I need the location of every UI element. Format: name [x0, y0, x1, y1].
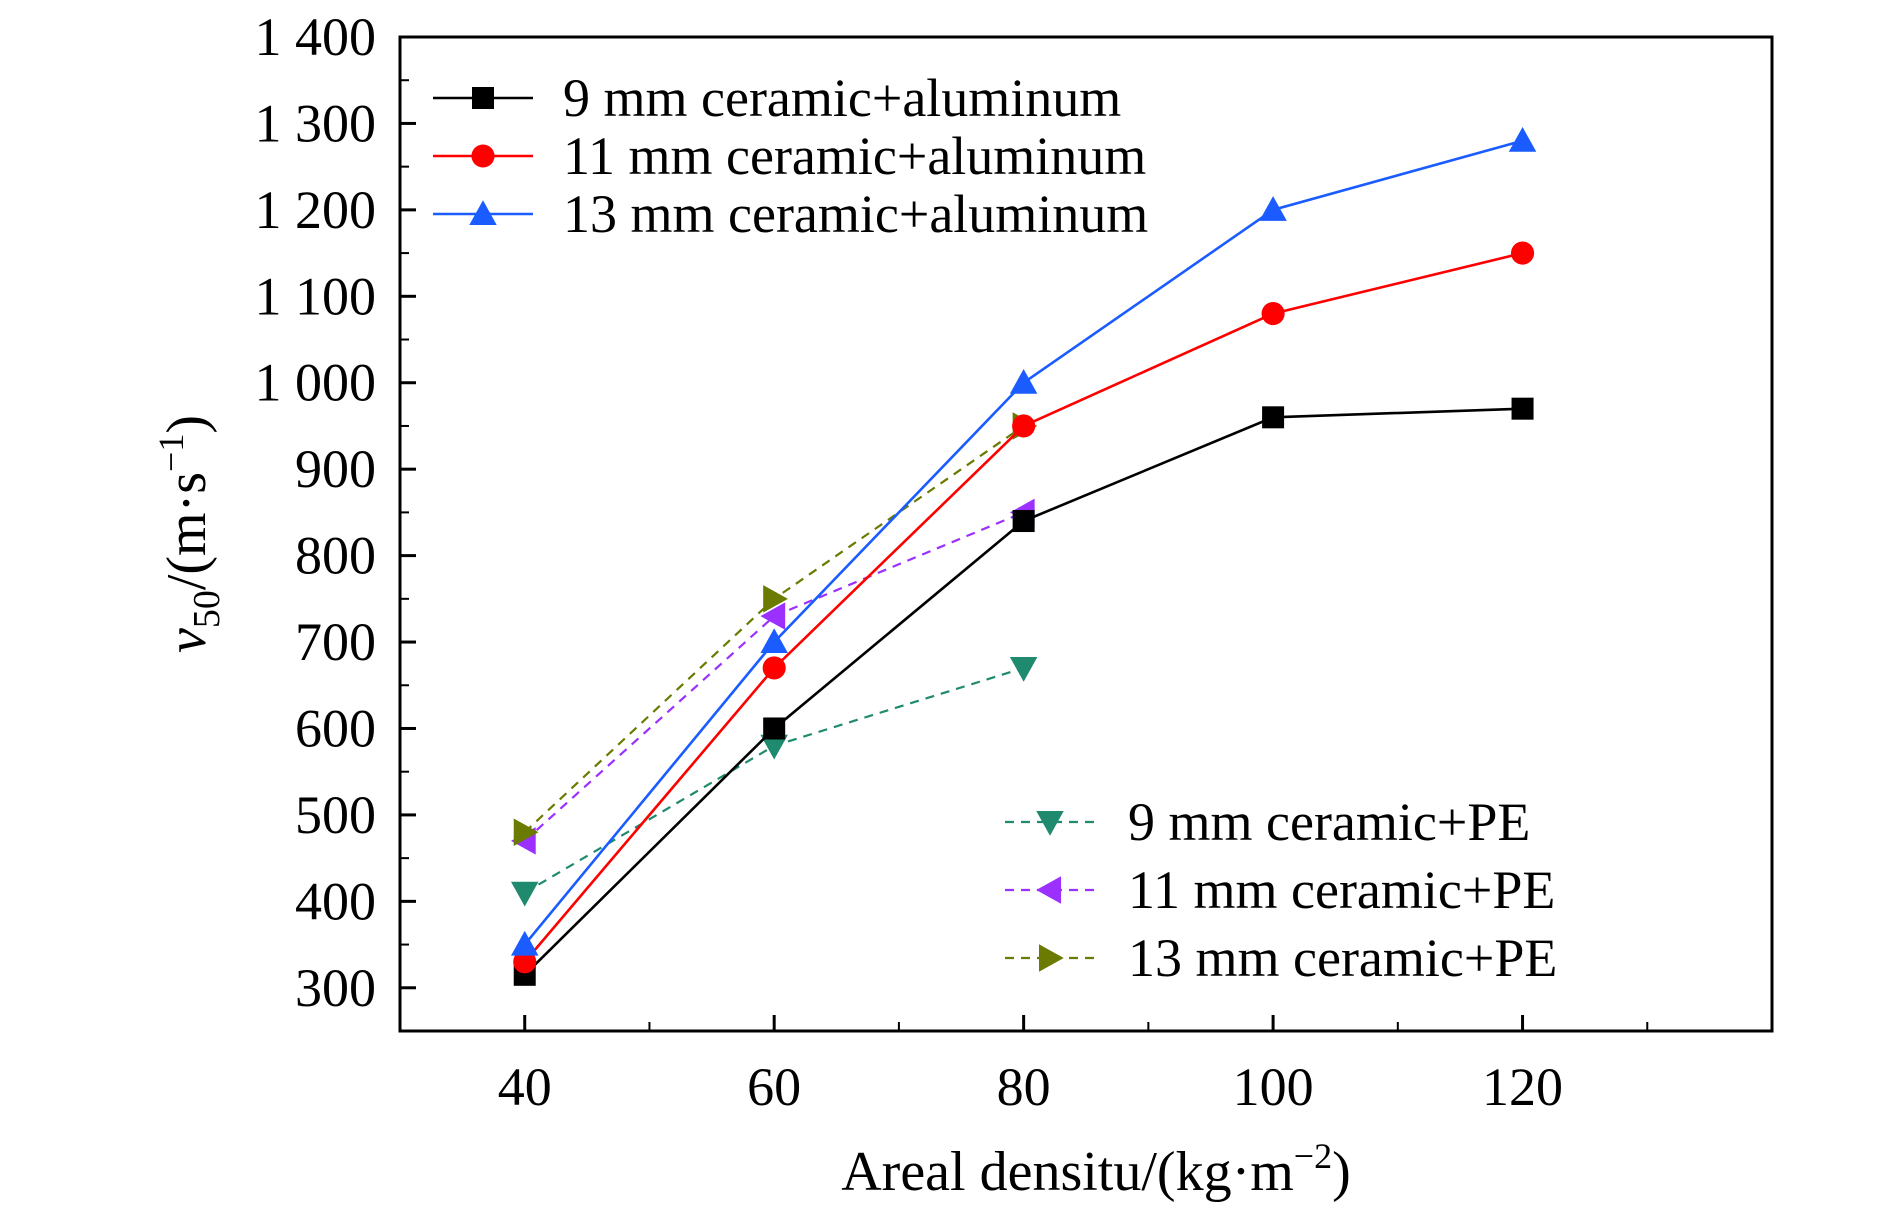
series-3: [510, 126, 1537, 956]
legend-marker: [1036, 811, 1064, 836]
y-tick-label: 900: [295, 439, 376, 499]
legend-marker: [472, 87, 494, 109]
y-tick-label: 1 200: [255, 180, 377, 240]
x-tick-label: 100: [1233, 1057, 1314, 1117]
plot-frame: [398, 35, 1774, 1033]
data-point: [1012, 510, 1035, 533]
data-point: [1012, 414, 1036, 438]
legend-label: 13 mm ceramic+aluminum: [563, 184, 1148, 244]
legend-item: 9 mm ceramic+aluminum: [433, 68, 1121, 128]
data-point: [760, 602, 786, 630]
x-tick-label: 40: [498, 1057, 552, 1117]
y-tick-label: 1 100: [255, 266, 377, 326]
y-tick-label: 600: [295, 698, 376, 758]
legend-item: 13 mm ceramic+aluminum: [433, 184, 1148, 244]
y-tick-label: 500: [295, 785, 376, 845]
series-layer: [510, 126, 1537, 986]
legend-label: 9 mm ceramic+aluminum: [563, 68, 1121, 128]
legend-marker: [469, 200, 497, 225]
data-point: [762, 656, 786, 680]
data-point: [1262, 406, 1285, 429]
series-line: [524, 666, 1024, 894]
y-tick-label: 400: [295, 871, 376, 931]
x-tick-label: 120: [1482, 1057, 1563, 1117]
legend-item: 11 mm ceramic+PE: [1005, 860, 1555, 920]
y-tick-label: 1 400: [255, 7, 377, 67]
x-tick-label: 60: [747, 1057, 801, 1117]
legend-marker: [1036, 876, 1061, 904]
series-2: [513, 241, 1535, 974]
data-point: [760, 628, 788, 654]
y-tick-label: 700: [295, 612, 376, 672]
data-point: [1510, 241, 1535, 265]
data-point: [760, 734, 788, 760]
y-tick-label: 800: [295, 526, 376, 586]
legend-item: 13 mm ceramic+PE: [1005, 928, 1557, 988]
legend-label: 11 mm ceramic+PE: [1128, 860, 1555, 920]
data-point: [513, 818, 539, 846]
data-point: [1261, 302, 1285, 326]
data-point: [510, 930, 539, 956]
legend-item: 11 mm ceramic+aluminum: [433, 126, 1146, 186]
ticks-layer: 300 400 500 600 700 800 900 1 000 1 100 1 200 1 30…: [255, 7, 1649, 1117]
y-tick-label: 300: [295, 958, 376, 1018]
series-6: [513, 412, 1038, 846]
x-tick-label: 80: [997, 1057, 1051, 1117]
legend-label: 11 mm ceramic+aluminum: [563, 126, 1146, 186]
y-axis-title: v50/(m·s−1): [151, 415, 228, 653]
y-tick-label: 1 000: [255, 353, 377, 413]
data-point: [1511, 397, 1534, 420]
data-point: [763, 717, 786, 740]
series-line: [523, 511, 1025, 842]
legend-marker: [1039, 944, 1064, 972]
legend-marker: [471, 144, 495, 168]
data-point: [1009, 656, 1038, 682]
data-point: [510, 881, 539, 907]
data-point: [513, 950, 537, 974]
data-point: [1259, 196, 1287, 221]
legend-label: 9 mm ceramic+PE: [1128, 792, 1530, 852]
data-point: [763, 585, 788, 613]
data-point: [1009, 368, 1038, 394]
y-tick-label: 1 300: [255, 93, 377, 153]
legend-item: 9 mm ceramic+PE: [1005, 792, 1530, 852]
series-line: [523, 251, 1523, 963]
legend-label: 13 mm ceramic+PE: [1128, 928, 1557, 988]
data-point: [1508, 126, 1537, 152]
x-axis-title: Areal densitu/(kg·m−2): [841, 1136, 1351, 1203]
